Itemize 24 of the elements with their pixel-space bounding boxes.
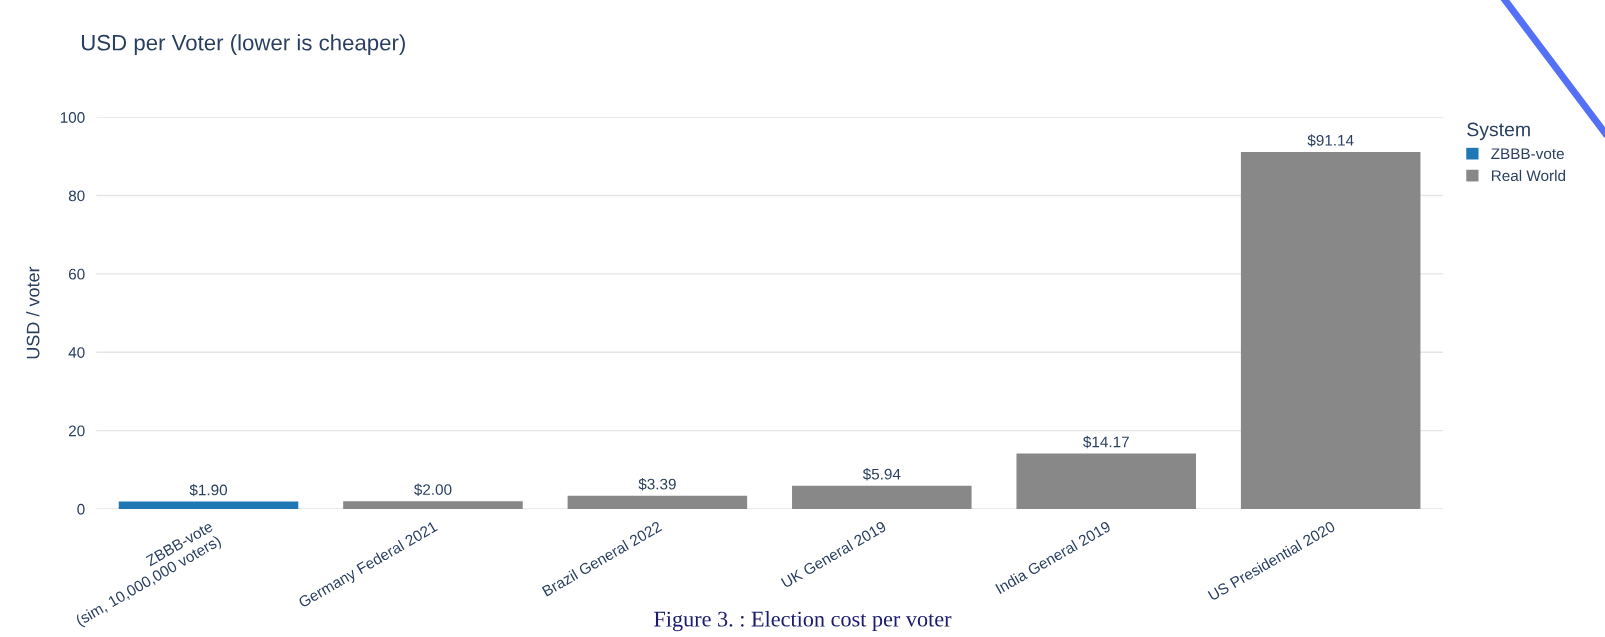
data-label: $2.00	[414, 483, 452, 496]
bar	[792, 485, 972, 509]
bar	[1240, 151, 1421, 509]
y-tick-label: 80	[68, 190, 85, 202]
chart-title: USD per Voter (lower is cheaper)	[81, 34, 405, 55]
y-tick-label: 60	[68, 268, 85, 280]
bar	[567, 495, 748, 509]
legend-title: System	[1467, 122, 1530, 141]
y-axis-title: USD / voter	[26, 266, 40, 359]
y-tick-label: 20	[68, 425, 85, 437]
data-label: $5.94	[862, 468, 901, 481]
data-label: $14.17	[1083, 435, 1129, 449]
y-tick-label: 40	[68, 347, 85, 358]
data-label: $3.39	[638, 478, 676, 491]
data-label: $91.14	[1307, 134, 1354, 147]
bar	[118, 501, 299, 509]
data-label: $1.90	[189, 483, 228, 497]
legend-label: Real World	[1491, 169, 1566, 182]
y-tick-label: 0	[77, 503, 85, 515]
legend-label: ZBBB-vote	[1491, 148, 1564, 160]
y-tick-label: 100	[60, 112, 85, 123]
caption: Figure 3. : Election cost per voter	[654, 610, 952, 632]
bar	[343, 501, 523, 509]
bar	[1016, 453, 1197, 509]
